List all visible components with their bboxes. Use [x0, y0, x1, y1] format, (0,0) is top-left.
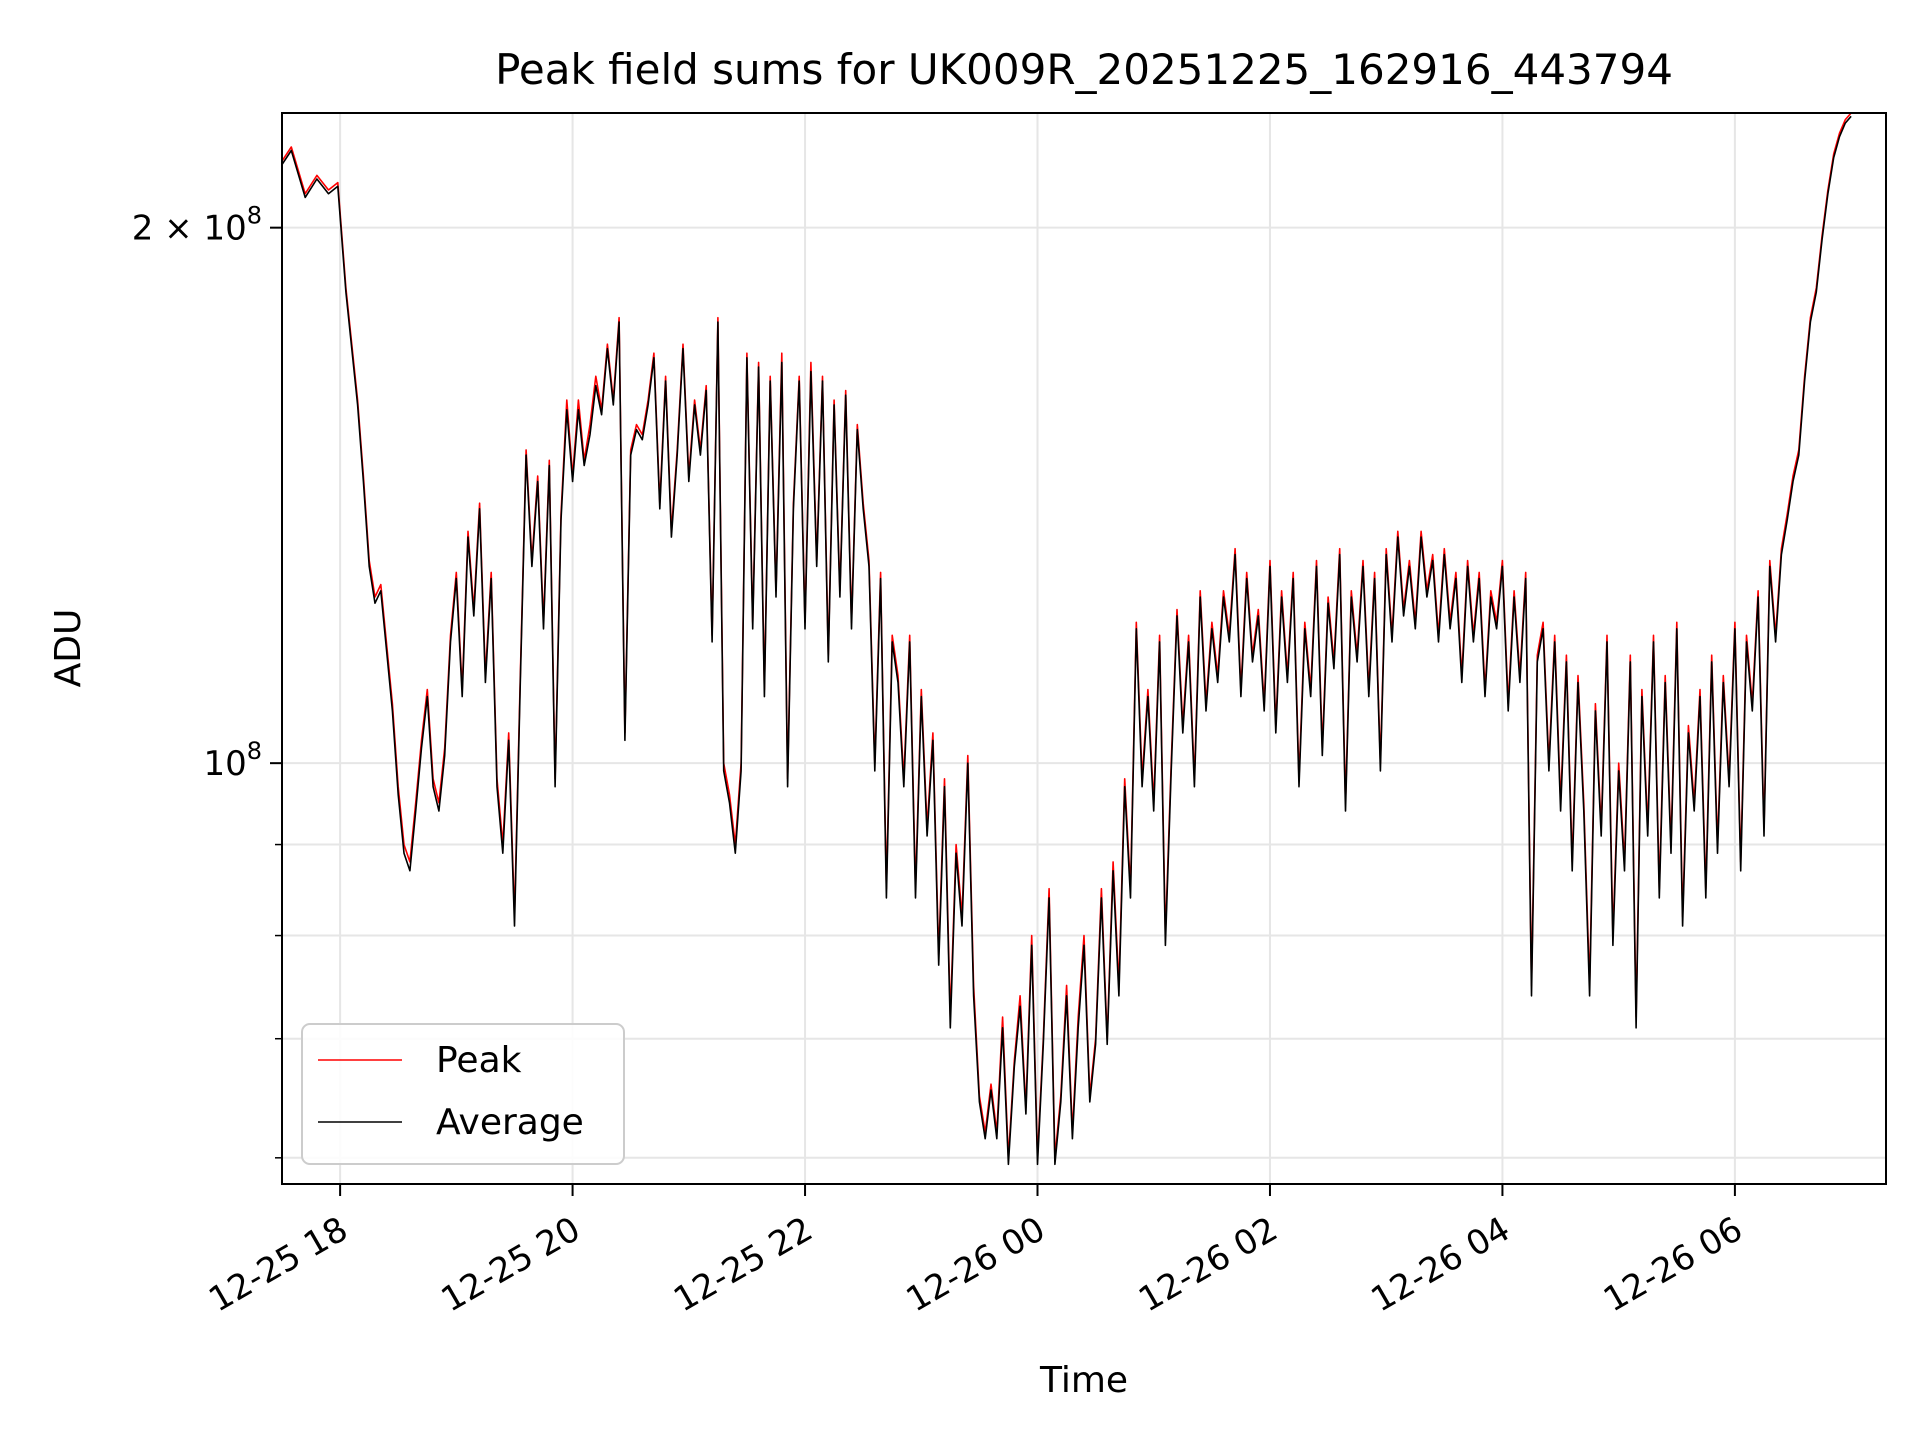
y-tick-label-base: 10 — [203, 744, 246, 784]
x-axis-label: Time — [1039, 1360, 1128, 1401]
y-tick-label-exponent: 8 — [247, 202, 262, 230]
y-tick-label-exponent: 8 — [247, 737, 262, 765]
chart-title: Peak field sums for UK009R_20251225_1629… — [495, 45, 1673, 94]
series-line-average — [281, 115, 1852, 1166]
y-tick-label: 2 × 108 — [132, 202, 262, 249]
legend-box — [301, 1023, 625, 1165]
legend-average-label: Average — [436, 1102, 584, 1143]
y-tick-label: 108 — [203, 737, 262, 784]
series-layer — [281, 112, 1852, 1166]
plot-frame — [281, 112, 1887, 1185]
y-tick-label-base: 2 × 10 — [132, 209, 247, 249]
legend: Peak Average — [301, 1023, 625, 1165]
legend-peak-label: Peak — [436, 1040, 522, 1081]
y-axis-label: ADU — [48, 609, 89, 688]
grid — [282, 113, 1886, 1184]
vertical-gridlines — [339, 113, 1736, 1184]
